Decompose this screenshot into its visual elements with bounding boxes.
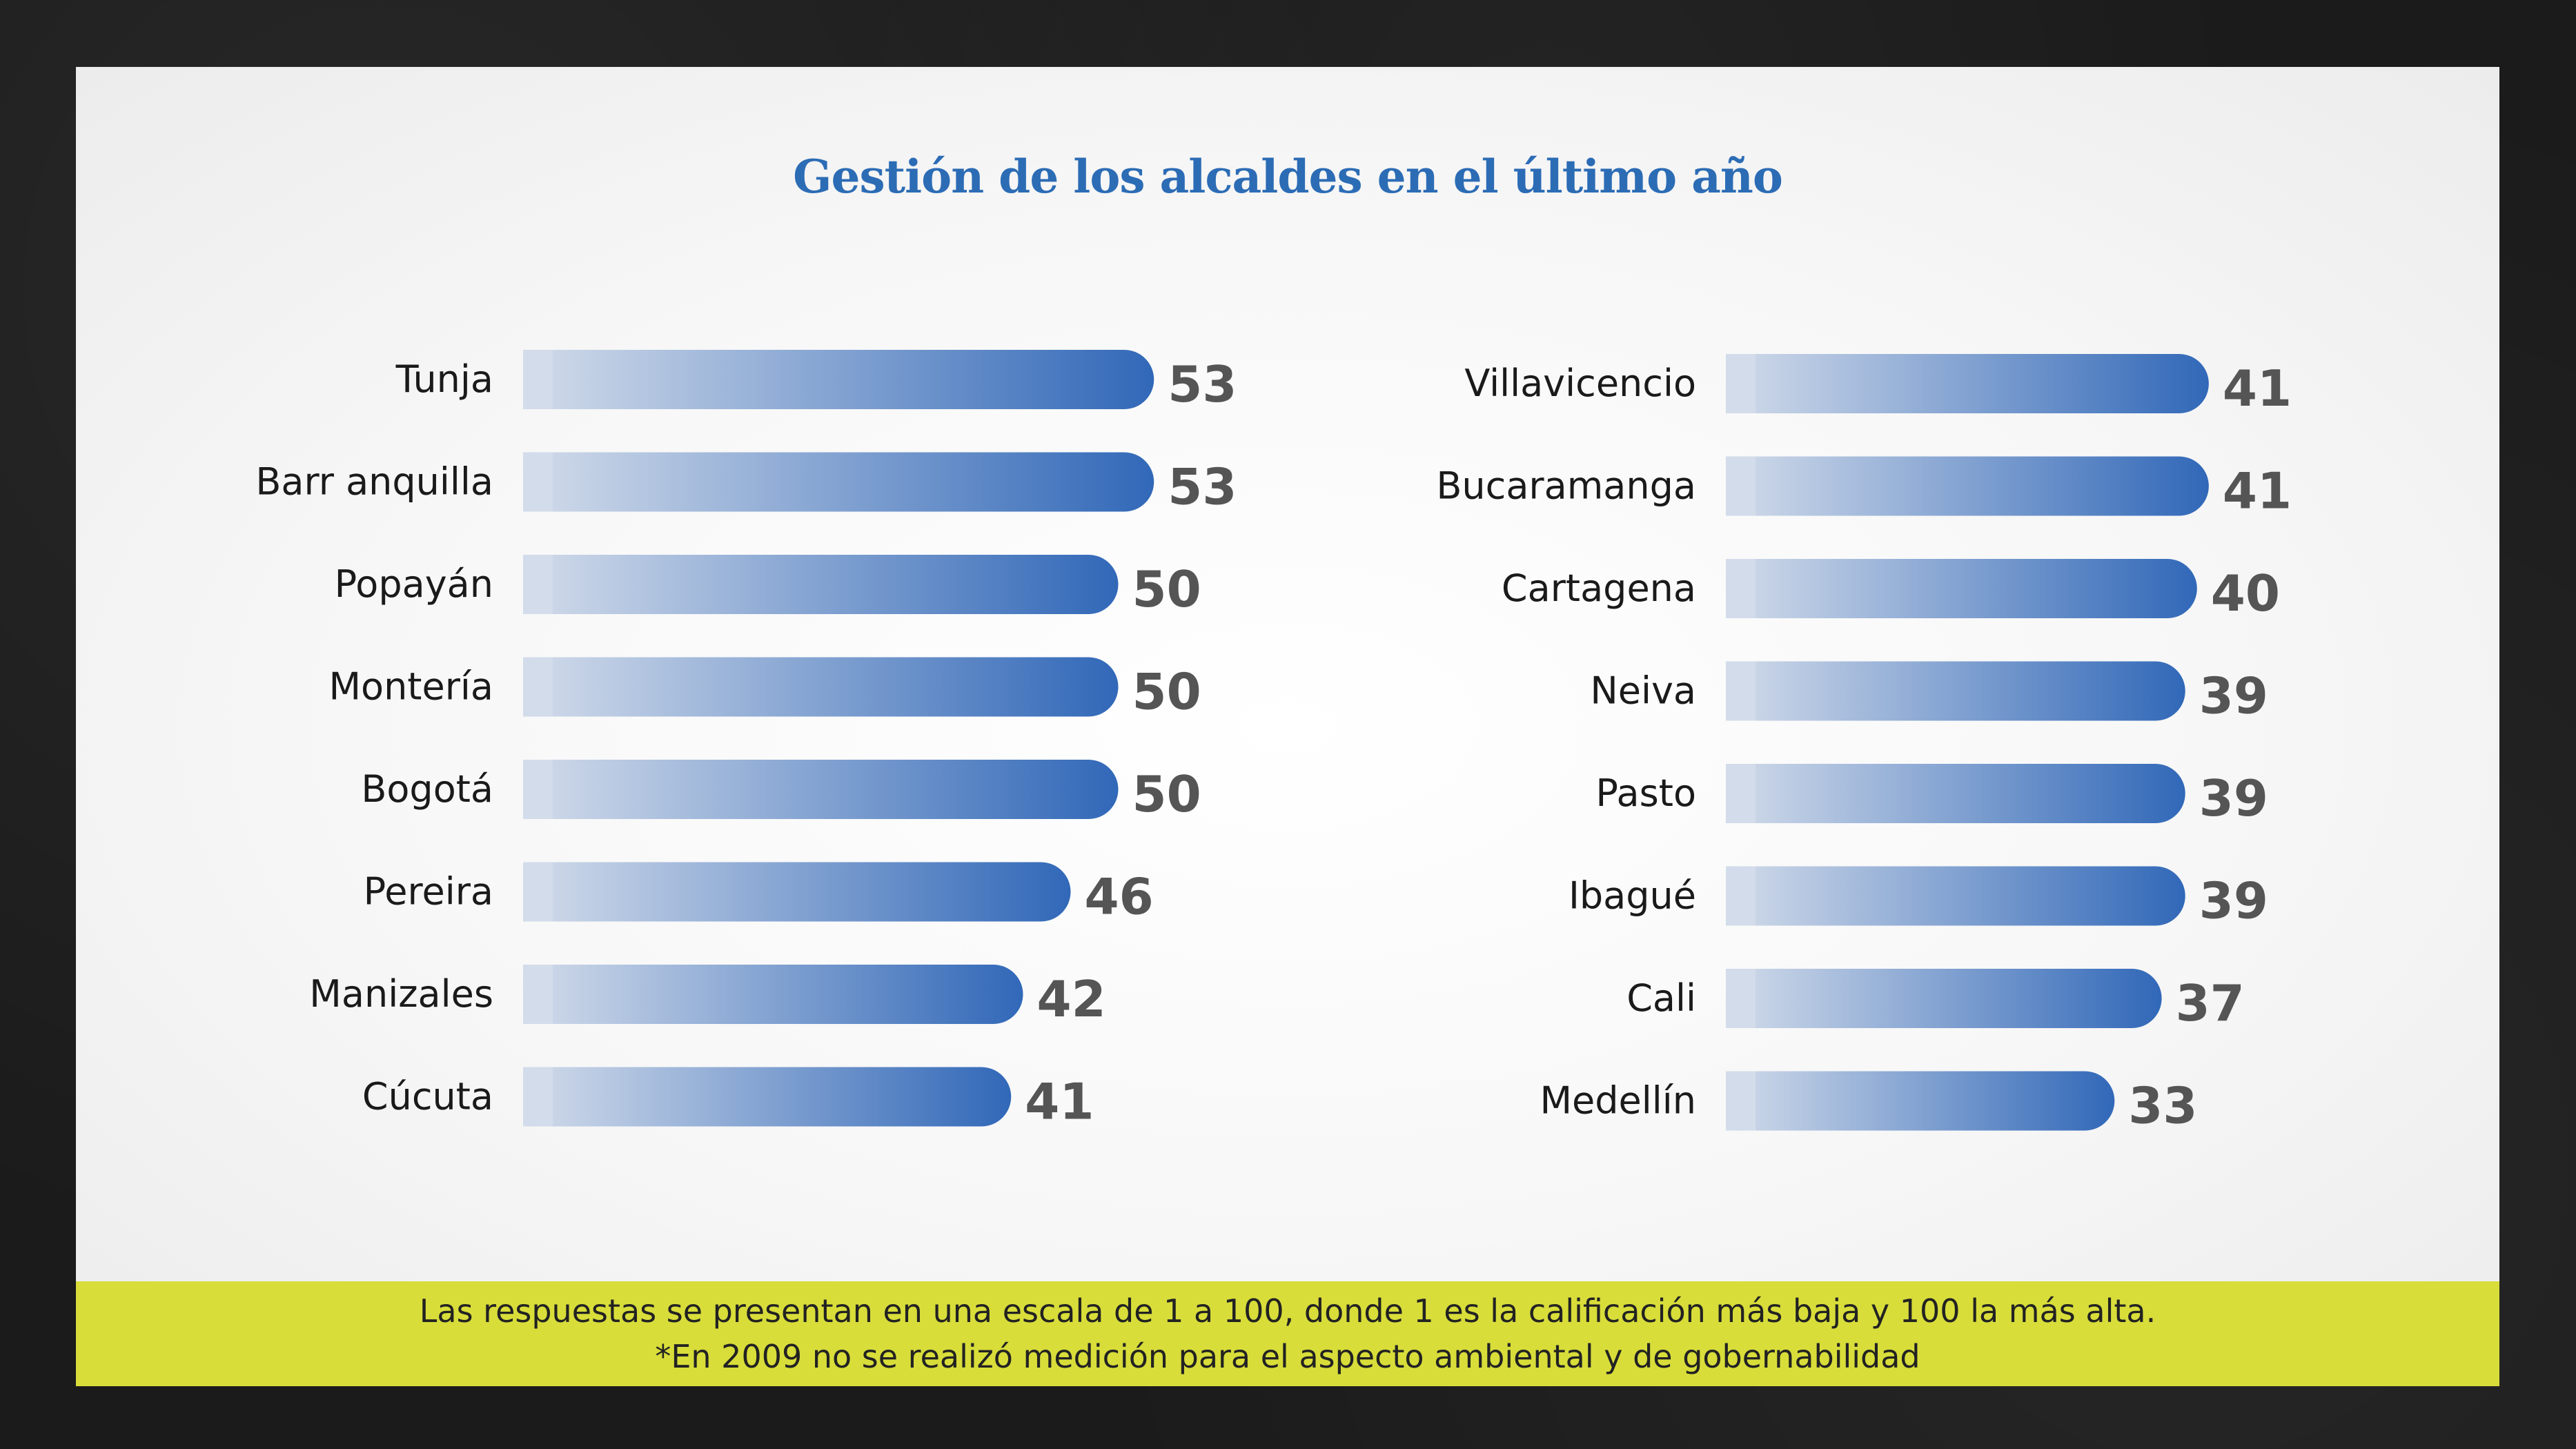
- bar-bogotá: [523, 760, 1119, 819]
- chart-card: Gestión de los alcaldes en el último año…: [76, 67, 2499, 1386]
- value-label-tunja: 53: [1168, 355, 1237, 413]
- value-label-barr-anquilla: 53: [1168, 458, 1237, 516]
- value-label-neiva: 39: [2199, 667, 2268, 725]
- category-label-villavicencio: Villavicencio: [1464, 362, 1696, 405]
- category-label-manizales: Manizales: [309, 972, 493, 1016]
- bar-cap-cali: [1726, 969, 1756, 1028]
- bar-cap-cartagena: [1726, 559, 1756, 618]
- category-label-cartagena: Cartagena: [1502, 566, 1696, 610]
- value-label-ibagué: 39: [2199, 872, 2268, 930]
- bar-cap-cúcuta: [523, 1067, 553, 1127]
- footer-line-2: *En 2009 no se realizó medición para el …: [655, 1338, 1920, 1375]
- value-label-montería: 50: [1132, 663, 1201, 721]
- value-label-medellín: 33: [2128, 1077, 2197, 1135]
- bar-cap-neiva: [1726, 661, 1756, 721]
- bar-neiva: [1726, 661, 2185, 721]
- bar-chart: Tunja 53 Barr anquilla 53 Popayán 50 Montería 5…: [255, 350, 2292, 1135]
- bar-cap-manizales: [523, 965, 553, 1024]
- value-label-pereira: 46: [1085, 868, 1154, 926]
- value-label-bucaramanga: 41: [2223, 462, 2292, 520]
- bar-cartagena: [1726, 559, 2197, 618]
- chart-title: Gestión de los alcaldes en el último año: [793, 150, 1783, 204]
- bar-cap-medellín: [1726, 1071, 1756, 1131]
- bar-cap-barr-anquilla: [523, 452, 553, 512]
- value-label-manizales: 42: [1037, 970, 1106, 1028]
- bar-manizales: [523, 965, 1023, 1024]
- bar-pereira: [523, 862, 1071, 922]
- bar-cap-bogotá: [523, 760, 553, 819]
- value-label-bogotá: 50: [1132, 765, 1201, 823]
- category-label-medellín: Medellín: [1540, 1079, 1696, 1123]
- bar-cap-montería: [523, 657, 553, 717]
- value-label-popayán: 50: [1132, 560, 1201, 618]
- bar-villavicencio: [1726, 354, 2209, 413]
- bar-cap-bucaramanga: [1726, 456, 1756, 516]
- footer-note: Las respuestas se presentan en una escal…: [76, 1281, 2499, 1386]
- bar-pasto: [1726, 764, 2185, 823]
- bar-montería: [523, 657, 1119, 717]
- bar-cúcuta: [523, 1067, 1012, 1127]
- value-label-villavicencio: 41: [2223, 359, 2292, 417]
- category-label-popayán: Popayán: [335, 562, 493, 606]
- category-label-bogotá: Bogotá: [361, 767, 493, 811]
- category-label-montería: Montería: [328, 665, 493, 709]
- category-label-bucaramanga: Bucaramanga: [1436, 464, 1696, 508]
- category-label-ibagué: Ibagué: [1569, 874, 1696, 918]
- bar-cap-pasto: [1726, 764, 1756, 823]
- bar-ibagué: [1726, 866, 2185, 926]
- bar-cap-ibagué: [1726, 866, 1756, 926]
- bar-cap-popayán: [523, 555, 553, 614]
- value-label-cúcuta: 41: [1025, 1073, 1094, 1131]
- bar-medellín: [1726, 1071, 2115, 1131]
- value-label-pasto: 39: [2199, 769, 2268, 827]
- value-label-cartagena: 40: [2211, 564, 2280, 622]
- value-label-cali: 37: [2176, 974, 2245, 1032]
- bar-cap-tunja: [523, 350, 553, 409]
- category-label-tunja: Tunja: [395, 357, 493, 401]
- bar-tunja: [523, 350, 1154, 409]
- bar-barr-anquilla: [523, 452, 1154, 512]
- bar-cap-villavicencio: [1726, 354, 1756, 413]
- bar-cap-pereira: [523, 862, 553, 922]
- category-label-cúcuta: Cúcuta: [362, 1075, 493, 1118]
- bar-cali: [1726, 969, 2162, 1028]
- category-label-pereira: Pereira: [364, 870, 493, 914]
- category-label-barr-anquilla: Barr anquilla: [255, 460, 493, 504]
- category-label-neiva: Neiva: [1590, 669, 1696, 713]
- bar-popayán: [523, 555, 1119, 614]
- bar-bucaramanga: [1726, 456, 2209, 516]
- category-label-cali: Cali: [1626, 976, 1696, 1020]
- footer-line-1: Las respuestas se presentan en una escal…: [419, 1292, 2156, 1330]
- category-label-pasto: Pasto: [1595, 771, 1696, 815]
